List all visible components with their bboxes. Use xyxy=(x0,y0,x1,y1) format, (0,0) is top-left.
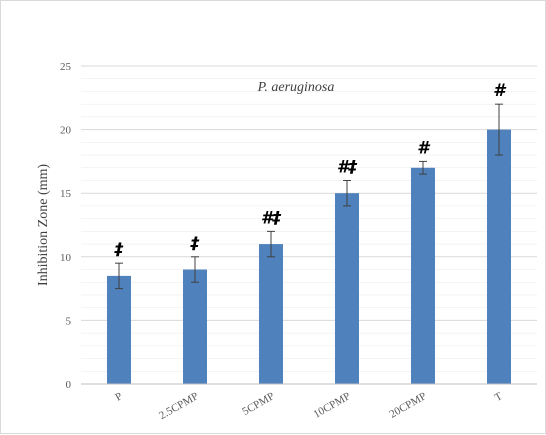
bars xyxy=(107,129,511,384)
error-bar xyxy=(343,179,351,207)
bar xyxy=(335,193,359,384)
significance-marker: #‡ xyxy=(261,208,282,228)
x-tick-label: P xyxy=(113,390,124,403)
x-tick-label: 2.5CPMP xyxy=(157,390,200,422)
error-bar xyxy=(191,256,199,283)
x-tick-label: 10CPMP xyxy=(312,390,353,421)
bar xyxy=(259,244,283,384)
bar xyxy=(183,269,207,384)
bar xyxy=(411,167,435,384)
significance-marker: # xyxy=(493,81,507,101)
significance-markers: ‡ ‡ #‡ #‡ # # xyxy=(114,81,507,260)
error-bar xyxy=(419,160,427,175)
y-tick-label: 15 xyxy=(60,188,72,200)
y-tick-label: 25 xyxy=(60,61,72,73)
significance-marker: ‡ xyxy=(190,234,200,254)
y-tick-label: 10 xyxy=(60,252,72,264)
x-tick-label: 20CPMP xyxy=(388,390,429,421)
y-axis-title: Inhibition Zone (mm) xyxy=(36,164,51,286)
error-bars xyxy=(115,103,503,290)
bar xyxy=(107,275,131,384)
significance-marker: #‡ xyxy=(337,157,358,177)
grid-lines xyxy=(81,65,537,372)
error-bar xyxy=(267,230,275,258)
x-tick-label: 5CPMP xyxy=(240,390,276,418)
bar xyxy=(487,129,511,384)
x-tick-label: T xyxy=(493,390,505,404)
y-tick-label: 0 xyxy=(66,379,72,391)
error-bar xyxy=(115,262,123,290)
y-tick-label: 5 xyxy=(66,315,72,327)
organism-annotation: P. aeruginosa xyxy=(257,80,335,95)
error-bar xyxy=(495,103,503,156)
x-axis-labels: P 2.5CPMP 5CPMP 10CPMP 20CPMP T xyxy=(113,390,505,422)
significance-marker: # xyxy=(417,138,431,158)
y-axis-ticks: 0 5 10 15 20 25 xyxy=(60,61,72,391)
significance-marker: ‡ xyxy=(114,240,124,260)
y-tick-label: 20 xyxy=(60,125,72,137)
